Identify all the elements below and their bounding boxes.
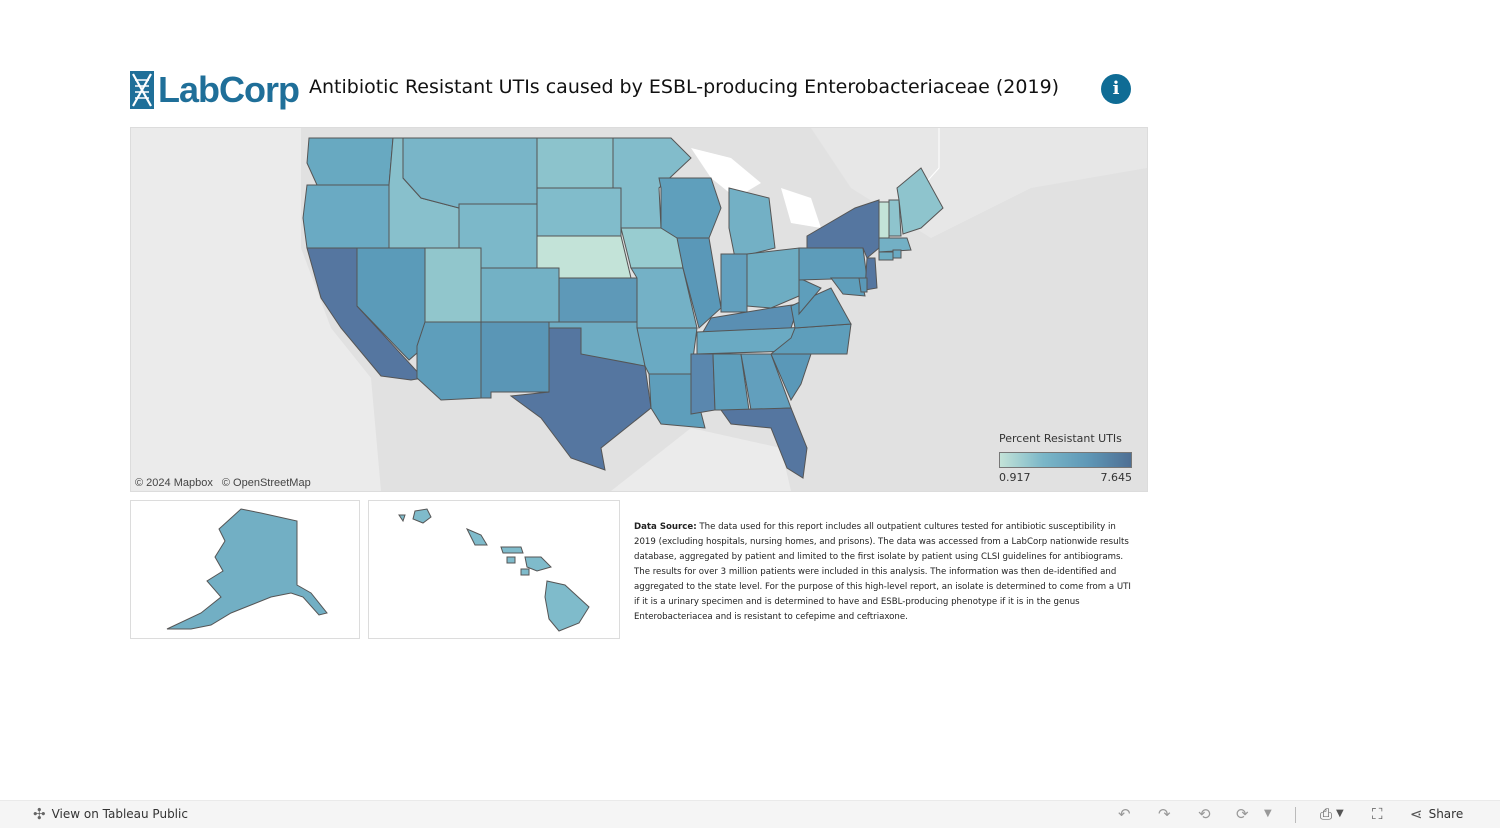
state-wa [306, 137, 394, 186]
state-oh [746, 247, 800, 309]
state-sd [536, 187, 622, 237]
island-molokai [500, 546, 524, 554]
download-icon: ⎙ [1320, 805, 1333, 823]
undo-button[interactable]: ↶ [1118, 806, 1131, 822]
hawaii-inset-map[interactable] [368, 500, 620, 639]
data-source-note: Data Source: The data used for this repo… [634, 520, 1138, 625]
share-label: Share [1428, 807, 1464, 821]
map-canvas [131, 128, 1147, 491]
tableau-toolbar: ✣ View on Tableau Public ↶ ↷ ⟲ ⟳ ▼ ⎙ ▼ ⛶… [0, 800, 1500, 828]
attribution-osm[interactable]: © OpenStreetMap [221, 477, 311, 489]
page-title: Antibiotic Resistant UTIs caused by ESBL… [309, 76, 1060, 98]
state-il [676, 237, 722, 329]
labcorp-logo: LabCorp [130, 70, 302, 110]
redo-button[interactable]: ↷ [1158, 806, 1171, 822]
download-button[interactable]: ⎙ ▼ [1320, 806, 1344, 822]
revert-button[interactable]: ⟲ [1198, 806, 1211, 822]
revert-icon: ⟲ [1198, 805, 1211, 823]
state-md [830, 277, 866, 297]
island-niihau [398, 514, 406, 523]
share-button[interactable]: ⋖ Share [1410, 806, 1463, 822]
color-legend: Percent Resistant UTIs 0.917 7.645 [999, 432, 1139, 484]
state-ks [558, 277, 638, 323]
state-ma [878, 237, 912, 253]
island-kauai [412, 508, 432, 524]
refresh-dropdown[interactable]: ▼ [1264, 806, 1272, 822]
view-on-tableau-link[interactable]: ✣ View on Tableau Public [33, 806, 188, 822]
state-ri [892, 249, 902, 259]
us-choropleth-map[interactable]: © 2024 Mapbox © OpenStreetMap Percent Re… [130, 127, 1148, 492]
state-ut [424, 247, 482, 323]
state-mt [402, 137, 538, 209]
chevron-down-icon: ▼ [1336, 808, 1344, 819]
info-button[interactable]: i [1101, 74, 1131, 104]
state-ny [806, 199, 880, 259]
island-kahoolawe [520, 568, 530, 576]
state-ms [690, 353, 716, 415]
alaska-inset-map[interactable] [130, 500, 360, 639]
state-pa [798, 247, 868, 281]
state-tx [509, 327, 652, 471]
state-nm [480, 321, 550, 399]
hawaii-canvas [398, 508, 590, 632]
view-on-tableau-label: View on Tableau Public [51, 807, 188, 821]
share-icon: ⋖ [1410, 805, 1423, 823]
state-me [896, 167, 944, 235]
state-wi [658, 177, 722, 239]
state-or [302, 184, 390, 249]
state-ar [636, 327, 698, 375]
data-source-text: The data used for this report includes a… [634, 522, 1131, 622]
island-lanai [506, 556, 516, 564]
tableau-icon: ✣ [33, 805, 46, 823]
state-mi [728, 187, 776, 259]
island-hawaii [544, 580, 590, 632]
fullscreen-button[interactable]: ⛶ [1372, 806, 1383, 822]
legend-gradient [999, 452, 1132, 468]
info-icon: i [1112, 78, 1120, 99]
redo-icon: ↷ [1158, 805, 1171, 823]
data-source-label: Data Source: [634, 522, 697, 532]
map-attribution[interactable]: © 2024 Mapbox © OpenStreetMap [135, 477, 317, 489]
fullscreen-icon: ⛶ [1372, 805, 1383, 823]
legend-title: Percent Resistant UTIs [999, 432, 1122, 445]
labcorp-helix-icon [130, 71, 154, 109]
chevron-down-icon: ▼ [1264, 808, 1272, 819]
toolbar-divider [1295, 807, 1296, 823]
state-de [858, 277, 868, 293]
state-fl [720, 407, 808, 479]
attribution-mapbox[interactable]: © 2024 Mapbox [135, 477, 213, 489]
logo-text: LabCorp [158, 69, 300, 110]
state-vt [878, 201, 890, 239]
alaska-canvas [166, 508, 328, 630]
state-nd [536, 137, 614, 189]
state-ak [166, 508, 328, 630]
legend-min: 0.917 [999, 471, 1031, 484]
refresh-button[interactable]: ⟳ [1236, 806, 1249, 822]
state-in [720, 253, 748, 313]
island-oahu [465, 528, 488, 546]
state-ct [878, 251, 894, 261]
legend-max: 7.645 [1100, 471, 1133, 484]
state-nh [888, 199, 902, 237]
state-shapes[interactable] [302, 137, 944, 479]
refresh-icon: ⟳ [1236, 805, 1249, 823]
state-wv [798, 277, 822, 316]
state-co [480, 267, 560, 323]
state-va [790, 287, 852, 329]
undo-icon: ↶ [1118, 805, 1131, 823]
island-maui [524, 556, 552, 572]
